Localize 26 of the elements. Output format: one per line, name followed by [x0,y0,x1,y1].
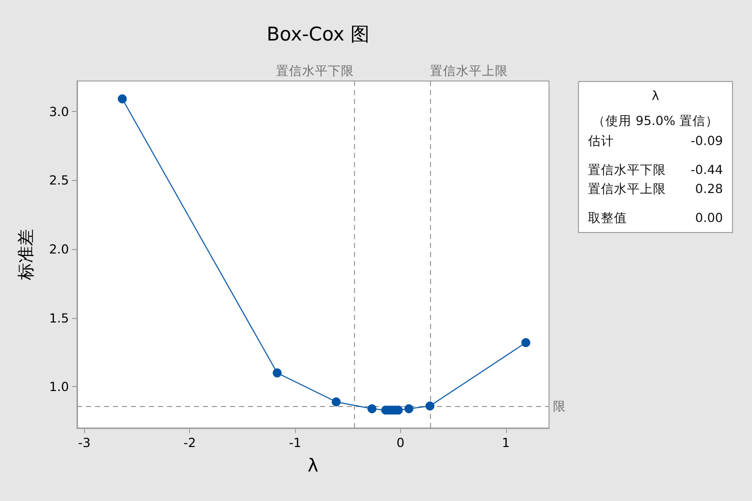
x-tick-label: -1 [288,435,302,450]
x-tick-label: -2 [184,435,196,450]
text: 0.00 [695,210,723,225]
text: 0.28 [695,181,723,196]
x-tick-label: 0 [396,435,404,450]
y-tick-label: 2.5 [49,172,69,188]
text: -0.09 [690,133,723,148]
y-tick-label: 1.5 [49,310,69,326]
y-tick-label: 2.0 [49,241,70,256]
chart-title: Box-Cox 图 [266,24,370,46]
ref-line-label: 限 [553,398,566,414]
x-tick-label: 1 [502,435,510,450]
x-axis-title: λ [308,456,319,476]
category-label: 取整值 [588,209,627,227]
category-label: 估计 [588,132,614,150]
x-tick-label: -3 [78,435,91,450]
category-label: 置信水平下限 [588,161,666,179]
text: -0.44 [690,162,723,177]
text: λ [650,88,660,105]
text: （使用 95.0% 置信） [592,113,720,130]
category-label: 置信水平上限 [588,180,666,198]
ref-line-label: 置信水平下限 [276,63,354,78]
ref-line-label: 置信水平上限 [430,63,508,78]
y-axis-title: 标准差 [16,229,36,281]
y-tick-label: 3.0 [49,104,70,119]
y-tick-label: 1.0 [49,379,70,394]
